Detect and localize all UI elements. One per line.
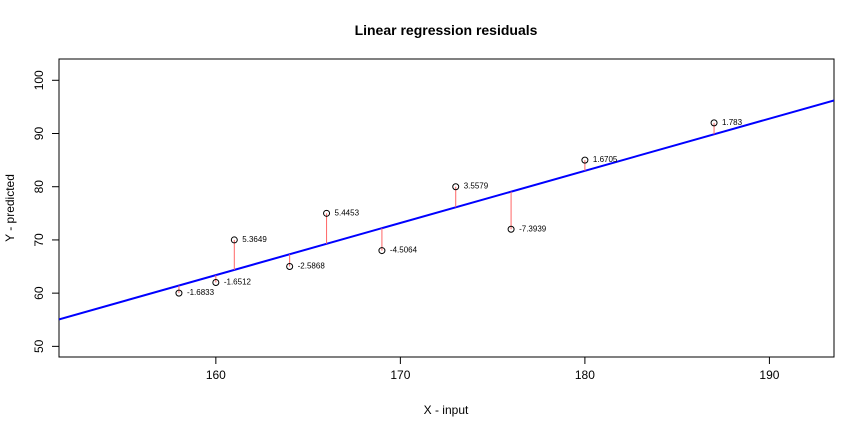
plot-area: 160 170 180 190 50 60 70 80 90 100 -1.6833 -1.6512 5… [32,58,835,382]
residual-label: 5.3649 [242,235,267,244]
residual-label: 1.6705 [593,155,618,164]
residual-label: 3.5579 [464,182,489,191]
data-point [710,119,718,127]
data-point [378,247,386,255]
residual-label: -7.3939 [519,224,547,233]
x-tick-label: 160 [206,368,226,382]
data-point [175,289,183,297]
residual-label: -1.6512 [224,278,252,287]
x-tick-label: 190 [759,368,779,382]
regression-line [59,99,834,321]
data-point [323,209,331,217]
data-point [286,263,294,271]
data-point [581,156,589,164]
y-tick-label: 70 [32,233,46,247]
y-tick-label: 60 [32,286,46,300]
residual-label: 5.4453 [335,208,360,217]
y-tick-label: 50 [32,339,46,353]
x-tick-label: 170 [390,368,410,382]
y-axis-label: Y - predicted [3,174,17,242]
x-axis-label: X - input [424,403,469,417]
data-point [212,279,220,286]
y-tick-label: 80 [32,180,46,194]
data-point [230,236,238,244]
residual-label: -1.6833 [187,288,215,297]
plot-frame [58,58,835,358]
data-point [452,183,460,191]
residual-label: -4.5064 [390,246,418,255]
x-tick-label: 180 [575,368,595,382]
y-tick-label: 90 [32,127,46,141]
data-point [507,225,515,233]
y-tick-label: 100 [32,70,46,90]
residual-label: 1.783 [722,118,743,127]
chart-title: Linear regression residuals [355,22,538,38]
residual-label: -2.5868 [298,262,326,271]
